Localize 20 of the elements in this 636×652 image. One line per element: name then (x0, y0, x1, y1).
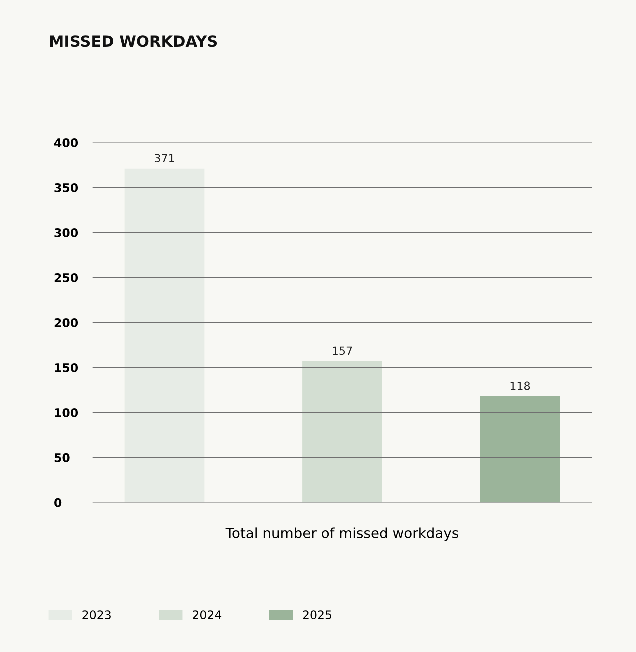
y-tick-label: 250 (54, 273, 78, 282)
y-tick-label: 300 (54, 228, 78, 238)
chart-title: MISSED WORKDAYS (50, 36, 218, 48)
y-tick-label: 200 (54, 318, 78, 328)
y-tick-label: 150 (55, 363, 78, 372)
bar (124, 168, 205, 503)
data-label: 157 (333, 346, 352, 356)
data-label: 118 (510, 382, 530, 390)
legend-label: 2024 (193, 610, 222, 620)
y-tick-label: 350 (54, 184, 78, 192)
bar (480, 396, 560, 503)
y-tick-label: 0 (54, 498, 62, 508)
data-label: 371 (154, 154, 174, 163)
legend-label: 2023 (82, 610, 111, 620)
x-tick-label: Total number of missed workdays (226, 528, 458, 542)
y-tick-label: 100 (55, 408, 78, 418)
y-tick-label: 400 (54, 138, 78, 148)
legend-label: 2025 (303, 610, 332, 620)
y-tick-label: 50 (54, 453, 70, 462)
bar (302, 361, 382, 503)
